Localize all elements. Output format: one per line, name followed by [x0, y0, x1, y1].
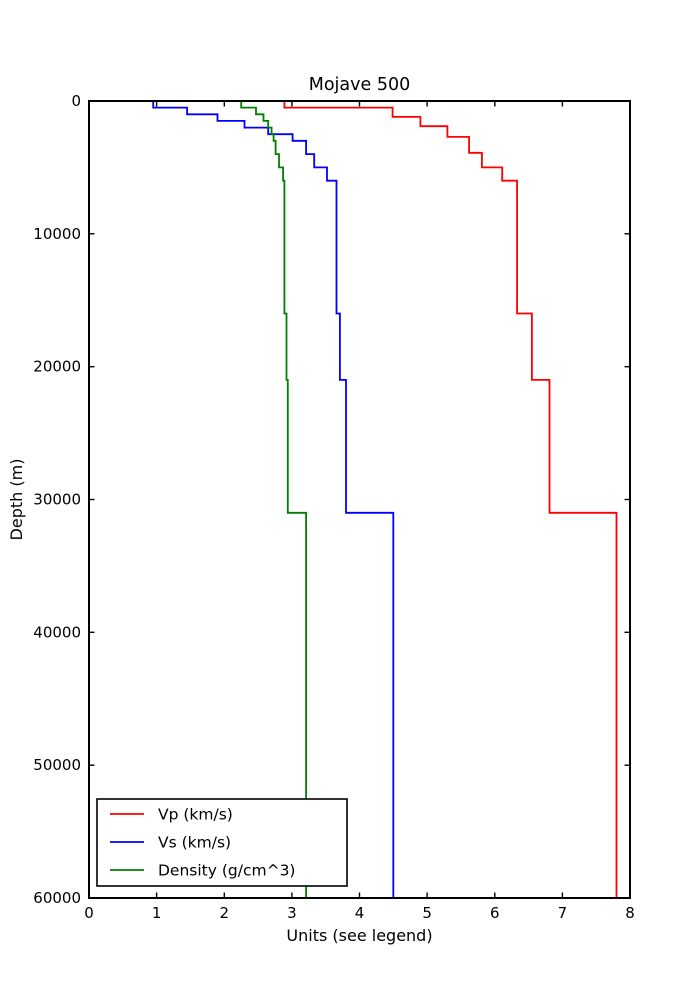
legend-label-vs: Vs (km/s) — [158, 834, 231, 852]
data-curves — [131, 100, 618, 898]
x-tick-label: 0 — [84, 904, 94, 922]
y-tick-label: 30000 — [33, 491, 81, 509]
y-tick-label: 10000 — [33, 225, 81, 243]
curve-vs — [131, 100, 395, 898]
curve-vp — [203, 100, 618, 898]
x-tick-label: 8 — [625, 904, 635, 922]
curve-density — [224, 100, 307, 898]
y-tick-label: 50000 — [33, 756, 81, 774]
axes-frame — [88, 100, 631, 899]
chart-title: Mojave 500 — [309, 75, 410, 95]
legend-label-density: Density (g/cm^3) — [158, 862, 295, 880]
axis-tick-labels: 0 1 2 3 4 5 6 7 8 0 10000 20000 30000 40000 50000 60000 — [33, 92, 634, 922]
x-tick-label: 2 — [220, 904, 230, 922]
legend-label-vp: Vp (km/s) — [158, 806, 233, 824]
legend: Vp (km/s) Vs (km/s) Density (g/cm^3) — [96, 798, 348, 887]
y-tick-label: 0 — [71, 92, 81, 110]
y-axis-label: Depth (m) — [7, 459, 26, 541]
y-tick-label: 40000 — [33, 623, 81, 641]
x-tick-label: 5 — [422, 904, 432, 922]
x-axis-label: Units (see legend) — [286, 926, 432, 945]
y-tick-label: 60000 — [33, 889, 81, 907]
x-tick-label: 6 — [490, 904, 500, 922]
x-tick-label: 4 — [355, 904, 365, 922]
x-tick-label: 1 — [152, 904, 162, 922]
x-tick-label: 7 — [558, 904, 568, 922]
x-tick-label: 3 — [287, 904, 297, 922]
y-tick-label: 20000 — [33, 358, 81, 376]
